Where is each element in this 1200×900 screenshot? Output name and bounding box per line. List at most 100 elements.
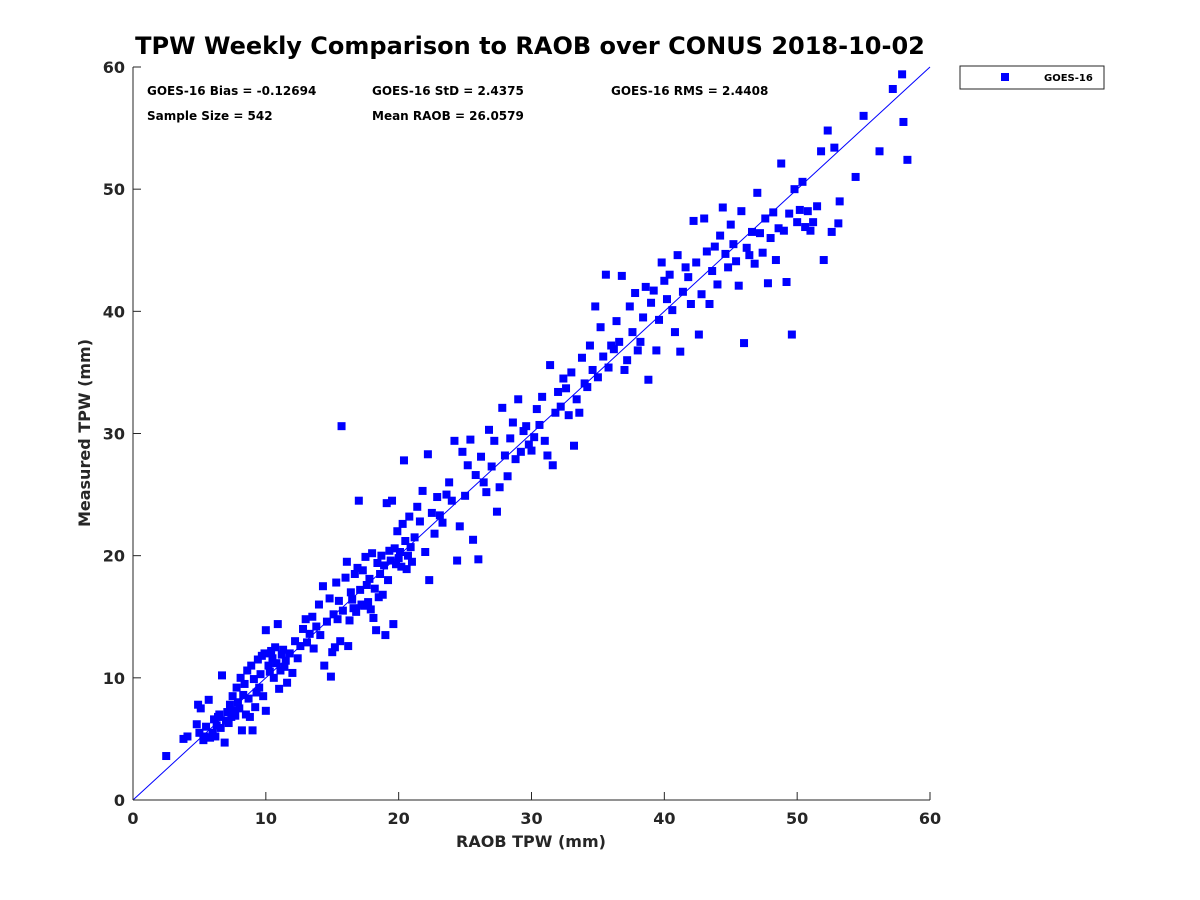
stat-sample-size: Sample Size = 542 [147, 109, 273, 123]
data-point [216, 723, 225, 732]
data-point [338, 606, 347, 615]
data-point [283, 678, 292, 687]
data-point [445, 478, 454, 487]
data-point [183, 732, 192, 741]
data-point [668, 306, 677, 315]
data-point [570, 441, 579, 450]
data-point [293, 654, 302, 663]
data-point [809, 218, 818, 227]
data-point [332, 578, 341, 587]
legend: GOES-16 [959, 65, 1105, 90]
data-point [285, 649, 294, 658]
data-point [320, 661, 329, 670]
data-point [721, 249, 730, 258]
data-point [296, 642, 305, 651]
data-point [583, 383, 592, 392]
data-point [336, 637, 345, 646]
data-point [479, 478, 488, 487]
data-point [264, 661, 273, 670]
data-point [487, 462, 496, 471]
data-point [623, 356, 632, 365]
data-point [211, 732, 220, 741]
data-point [352, 607, 361, 616]
data-point [314, 600, 323, 609]
data-point [466, 435, 475, 444]
data-point [657, 258, 666, 267]
x-tick-label: 30 [520, 809, 542, 828]
data-point [859, 111, 868, 120]
data-point [740, 339, 749, 348]
data-point [577, 353, 586, 362]
data-point [291, 637, 300, 646]
data-point [684, 273, 693, 282]
data-point [325, 594, 334, 603]
data-point [819, 256, 828, 265]
x-axis-label: RAOB TPW (mm) [456, 832, 606, 851]
stat-bias: GOES-16 Bias = -0.12694 [147, 84, 316, 98]
data-point [376, 569, 385, 578]
x-tick-label: 20 [388, 809, 410, 828]
stat-mean-raob: Mean RAOB = 26.0579 [372, 109, 524, 123]
y-axis-label: Measured TPW (mm) [75, 339, 94, 527]
data-point [755, 229, 764, 238]
data-point [162, 752, 171, 761]
data-point [851, 172, 860, 181]
data-point [726, 220, 735, 229]
data-point [260, 649, 269, 658]
data-point [761, 214, 770, 223]
data-point [511, 455, 520, 464]
data-point [356, 585, 365, 594]
data-point [787, 330, 796, 339]
data-point [647, 298, 656, 307]
data-point [615, 337, 624, 346]
data-point [716, 231, 725, 240]
data-point [484, 425, 493, 434]
data-points [162, 70, 912, 761]
data-point [625, 302, 634, 311]
data-point [252, 688, 261, 697]
data-point [742, 243, 751, 252]
data-point [689, 216, 698, 225]
data-point [401, 537, 410, 546]
data-point [224, 719, 233, 728]
data-point [275, 684, 284, 693]
data-point [406, 543, 415, 552]
data-point [644, 375, 653, 384]
data-point [435, 511, 444, 520]
data-point [665, 270, 674, 279]
data-point [342, 557, 351, 566]
data-point [834, 219, 843, 228]
data-point [372, 626, 381, 635]
data-point [522, 422, 531, 431]
data-point [248, 726, 257, 735]
data-point [612, 317, 621, 326]
data-point [546, 361, 555, 370]
data-point [243, 666, 252, 675]
data-point [673, 251, 682, 260]
data-point [572, 395, 581, 404]
stats-block: GOES-16 Bias = -0.12694 GOES-16 StD = 2.… [147, 84, 768, 123]
data-point [734, 281, 743, 290]
data-point [785, 209, 794, 218]
data-point [535, 420, 544, 429]
data-point [447, 496, 456, 505]
data-point [477, 452, 486, 461]
data-point [503, 472, 512, 481]
data-point [217, 671, 226, 680]
data-point [395, 548, 404, 557]
data-point [322, 617, 331, 626]
data-point [369, 613, 378, 622]
data-point [354, 496, 363, 505]
data-point [259, 692, 268, 701]
data-point [593, 373, 602, 382]
data-point [559, 374, 568, 383]
data-point [415, 517, 424, 526]
data-point [384, 576, 393, 585]
data-point [329, 610, 338, 619]
data-point [692, 258, 701, 267]
legend-box [959, 65, 1105, 90]
data-point [633, 346, 642, 355]
data-point [328, 648, 337, 657]
data-point [655, 315, 664, 324]
